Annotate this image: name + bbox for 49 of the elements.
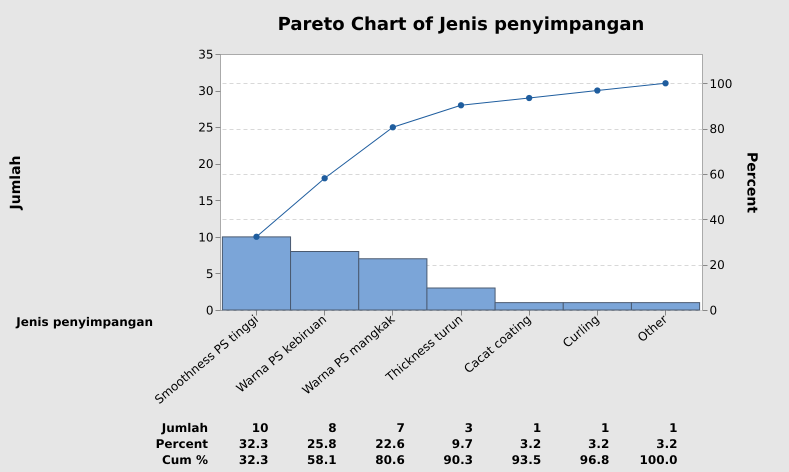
y-tick-label: 5: [206, 266, 214, 281]
point: [390, 124, 396, 130]
text: 80.6: [375, 453, 405, 467]
point: [526, 94, 532, 102]
y-tick-label: 20: [198, 157, 214, 172]
y-tick-label: 30: [198, 84, 214, 98]
chart-title: Pareto Chart of Jenis penyimpangan: [278, 14, 644, 35]
text: 22.6: [375, 437, 405, 451]
text: 3.2: [520, 437, 542, 451]
y2-tick-label: 20: [710, 258, 725, 272]
x-axis-title: Jenis penyimpangan: [15, 315, 153, 329]
text: 32.3: [238, 437, 268, 451]
text: 25.8: [307, 437, 337, 451]
y-axis-title: Jumlah: [160, 421, 208, 435]
data-label: 1: [669, 421, 678, 435]
text: 58.1: [307, 453, 337, 467]
text: 96.8: [580, 453, 610, 467]
text: Jumlah: [8, 156, 24, 210]
y-tick-label: 25: [198, 120, 214, 135]
point: [321, 175, 328, 182]
text: Percent: [156, 437, 208, 451]
text: 93.5: [512, 453, 542, 467]
y2-tick-label: 100: [710, 76, 732, 91]
data-label: 10: [252, 421, 268, 435]
text: Cum %: [162, 453, 208, 467]
y2-tick-label: 60: [710, 167, 725, 182]
y2-tick-label: 40: [710, 212, 725, 227]
text: 3.2: [588, 437, 610, 451]
y-tick-label: 15: [198, 194, 214, 208]
y-tick-label: 35: [198, 48, 214, 62]
point: [594, 87, 601, 94]
text: 9.7: [452, 437, 473, 451]
text: 90.3: [443, 453, 473, 467]
y2-tick-label: 80: [710, 122, 725, 136]
text: 100.0: [640, 453, 678, 467]
data-label: 1: [600, 421, 610, 435]
y2-axis-title: Percent: [743, 152, 760, 214]
point: [253, 234, 260, 240]
point: [458, 102, 464, 108]
text: 32.3: [238, 453, 268, 467]
y-tick-label: 0: [206, 304, 214, 318]
text: 3.2: [656, 437, 678, 451]
data-label: 8: [328, 421, 337, 435]
data-label: 1: [532, 421, 542, 435]
data-label: 7: [396, 421, 405, 435]
data-label: 3: [464, 421, 473, 435]
point: [662, 80, 669, 86]
y2-tick-label: 0: [710, 304, 718, 318]
y-tick-label: 10: [198, 230, 214, 244]
